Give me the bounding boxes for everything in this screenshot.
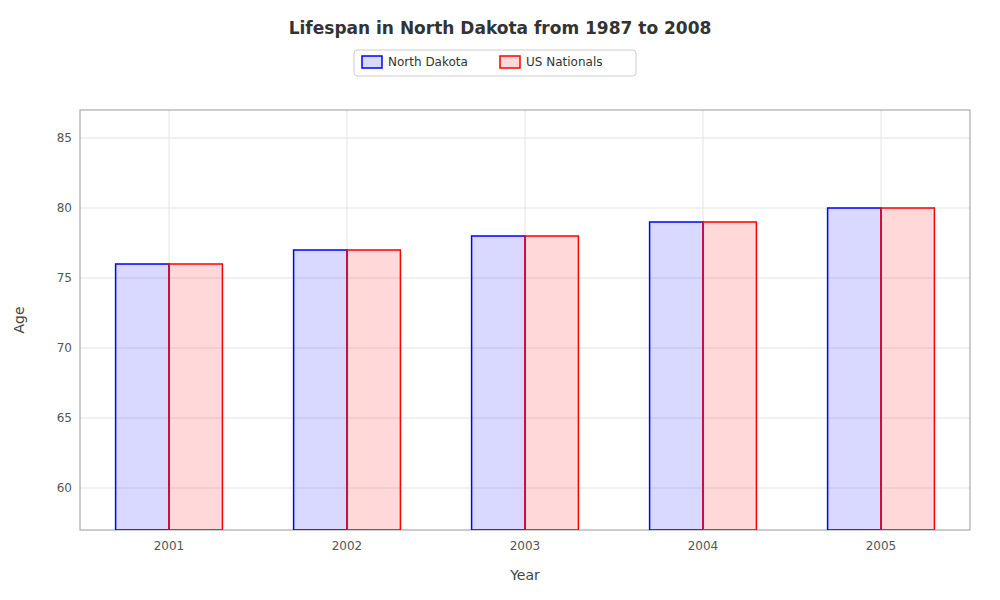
legend-label: US Nationals <box>526 55 602 69</box>
x-tick-label: 2002 <box>332 539 363 553</box>
legend: North Dakota US Nationals <box>354 50 636 76</box>
bar <box>703 222 756 530</box>
bar <box>169 264 222 530</box>
x-tick-label: 2004 <box>688 539 719 553</box>
x-tick-label: 2005 <box>866 539 897 553</box>
bar <box>525 236 578 530</box>
bar <box>116 264 169 530</box>
bar <box>650 222 703 530</box>
y-tick-label: 80 <box>57 201 72 215</box>
bars <box>116 208 935 530</box>
y-tick-label: 75 <box>57 271 72 285</box>
x-tick-label: 2001 <box>154 539 185 553</box>
y-tick-label: 70 <box>57 341 72 355</box>
bar <box>881 208 934 530</box>
legend-swatch <box>362 56 382 68</box>
x-tick-label: 2003 <box>510 539 541 553</box>
bar <box>294 250 347 530</box>
y-tick-label: 60 <box>57 481 72 495</box>
legend-swatch <box>500 56 520 68</box>
y-tick-label: 85 <box>57 131 72 145</box>
legend-frame <box>354 50 636 76</box>
chart: 60 65 70 75 80 85 2001 2002 2003 2004 2005 Year Age L… <box>0 0 1000 600</box>
bar <box>828 208 881 530</box>
title: Lifespan in North Dakota from 1987 to 20… <box>289 18 712 38</box>
legend-label: North Dakota <box>388 55 468 69</box>
y-tick-label: 65 <box>57 411 72 425</box>
x-axis-label: Year <box>509 567 540 583</box>
bar <box>347 250 400 530</box>
bar <box>472 236 525 530</box>
plot-frame <box>80 110 970 530</box>
y-axis-label: Age <box>11 306 27 333</box>
